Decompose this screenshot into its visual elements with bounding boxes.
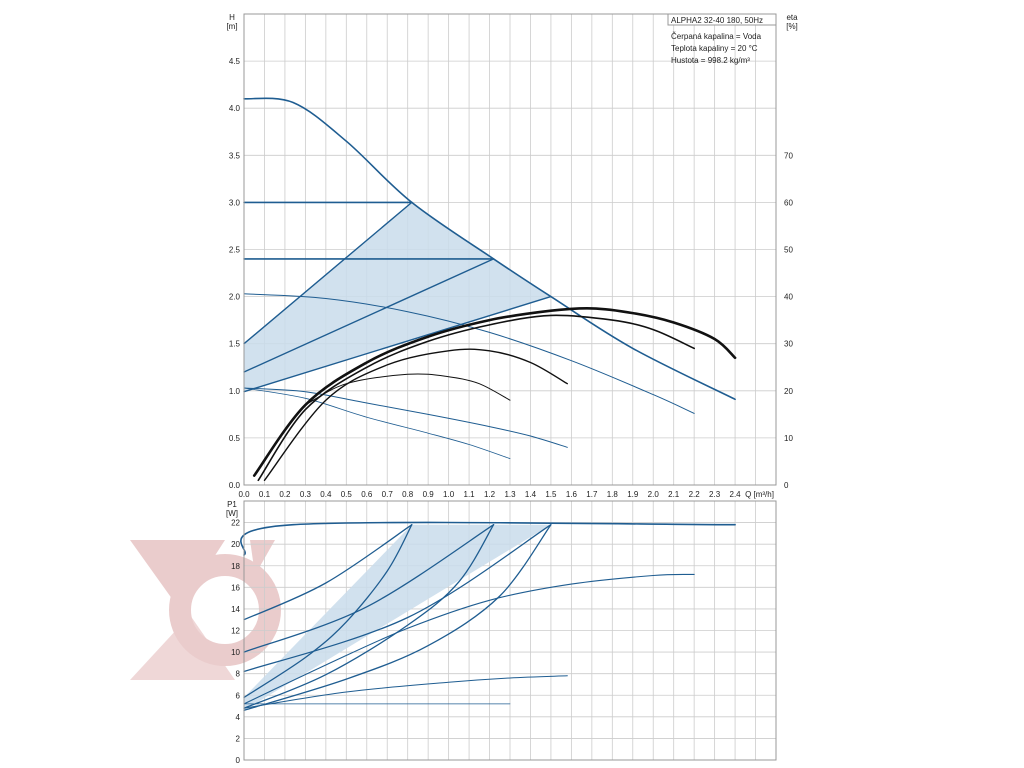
y-tick-label: 2.5 (229, 246, 241, 255)
head-curve (243, 387, 511, 459)
x-tick-label: 0.4 (320, 490, 332, 499)
x-tick-label: 0.9 (423, 490, 435, 499)
y-tick-label: 18 (231, 562, 240, 571)
y-axis-label: [m] (226, 22, 237, 31)
y-tick-label: 14 (231, 605, 240, 614)
efficiency-curve (252, 307, 737, 477)
power-chart: 0 2 4 6 8 10 12 14 16 18 20 22 P1[W] (226, 500, 777, 765)
power-curve (243, 524, 495, 709)
y-tick-label: 0 (236, 756, 241, 765)
y2-tick-label: 10 (784, 434, 793, 443)
power-curve (243, 675, 568, 709)
y-axis-label: H (229, 13, 235, 22)
y-tick-label: 2 (236, 734, 241, 743)
x-tick-label: 2.0 (648, 490, 660, 499)
x-tick-label: 1.4 (525, 490, 537, 499)
power-curve (243, 524, 413, 699)
x-tick-label: 1.7 (586, 490, 598, 499)
x-tick-label: 1.3 (504, 490, 516, 499)
y2-tick-label: 30 (784, 340, 793, 349)
plot-frame (243, 13, 777, 486)
x-tick-label: 0.1 (259, 490, 271, 499)
efficiency-curve (257, 314, 695, 482)
power-curve (243, 524, 552, 712)
y-axis-label: [W] (226, 509, 238, 518)
power-curve (243, 524, 552, 673)
operating-area (244, 202, 551, 392)
head-curve (243, 258, 495, 373)
x-tick-label: 1.1 (464, 490, 476, 499)
x-tick-label: 1.2 (484, 490, 496, 499)
power-curve (240, 521, 736, 556)
y-tick-label: 0.5 (229, 434, 241, 443)
y-tick-label: 2.0 (229, 293, 241, 302)
y2-tick-label: 50 (784, 246, 793, 255)
y-tick-label: 4 (236, 713, 241, 722)
y-tick-label: 4.5 (229, 57, 241, 66)
legend-line-temperature: Teplota kapaliny = 20 °C (671, 44, 758, 53)
x-tick-label: 2.3 (709, 490, 721, 499)
y-tick-label: 10 (231, 648, 240, 657)
x-tick-label: 1.8 (607, 490, 619, 499)
y2-tick-label: 0 (784, 481, 789, 490)
chart-legend: ALPHA2 32-40 180, 50Hz Čerpaná kapalina … (667, 13, 777, 65)
x-tick-label: 1.6 (566, 490, 578, 499)
x-tick-label: 2.1 (668, 490, 680, 499)
y-tick-label: 0.0 (229, 481, 241, 490)
power-curve (243, 573, 695, 705)
y-tick-label: 1.5 (229, 340, 241, 349)
y-tick-label: 4.0 (229, 104, 241, 113)
x-axis-label: Q [m³/h] (745, 490, 774, 499)
y-tick-label: 22 (231, 519, 240, 528)
head-curve (243, 293, 695, 414)
x-tick-label: 0.7 (382, 490, 394, 499)
head-curve (243, 97, 736, 401)
y2-axis-label: eta (786, 13, 798, 22)
x-tick-label: 0.6 (361, 490, 373, 499)
head-efficiency-chart: 0.0 0.5 1.0 1.5 2.0 2.5 3.0 3.5 4.0 4.5 0 10 20 30 40 5… (226, 13, 798, 499)
legend-line-title: ALPHA2 32-40 180, 50Hz (671, 16, 763, 25)
watermark-logo (130, 540, 281, 680)
y-tick-label: 16 (231, 583, 240, 592)
x-tick-label: 1.0 (443, 490, 455, 499)
y-tick-label: 12 (231, 627, 240, 636)
power-curve (243, 524, 413, 621)
x-tick-label: 2.4 (730, 490, 742, 499)
head-curve (243, 387, 568, 448)
x-tick-label: 0.8 (402, 490, 414, 499)
x-tick-label: 0.0 (238, 490, 250, 499)
x-tick-label: 2.2 (689, 490, 701, 499)
y2-tick-label: 20 (784, 387, 793, 396)
y2-tick-label: 60 (784, 198, 793, 207)
y-tick-label: 6 (236, 691, 241, 700)
head-curve (243, 295, 552, 393)
y-tick-label: 20 (231, 540, 240, 549)
y2-axis-label: [%] (786, 22, 798, 31)
x-tick-label: 0.5 (341, 490, 353, 499)
legend-line-density: Hustota = 998.2 kg/m³ (671, 56, 750, 65)
power-curve (243, 524, 495, 653)
y-tick-label: 3.5 (229, 151, 241, 160)
head-curve (243, 201, 413, 345)
y-tick-label: 8 (236, 670, 241, 679)
operating-area (244, 524, 551, 711)
efficiency-curve (304, 373, 511, 406)
y-axis-label: P1 (227, 500, 237, 509)
x-tick-label: 0.2 (279, 490, 291, 499)
y2-tick-label: 40 (784, 293, 793, 302)
y2-tick-label: 70 (784, 151, 793, 160)
x-tick-label: 1.5 (545, 490, 557, 499)
plot-frame (243, 500, 777, 761)
legend-line-liquid: Čerpaná kapalina = Voda (671, 32, 762, 41)
efficiency-curve (263, 348, 568, 481)
y-tick-label: 1.0 (229, 387, 241, 396)
x-tick-label: 0.3 (300, 490, 312, 499)
y-tick-label: 3.0 (229, 198, 241, 207)
legend-box (667, 13, 777, 26)
x-tick-label: 1.9 (627, 490, 639, 499)
